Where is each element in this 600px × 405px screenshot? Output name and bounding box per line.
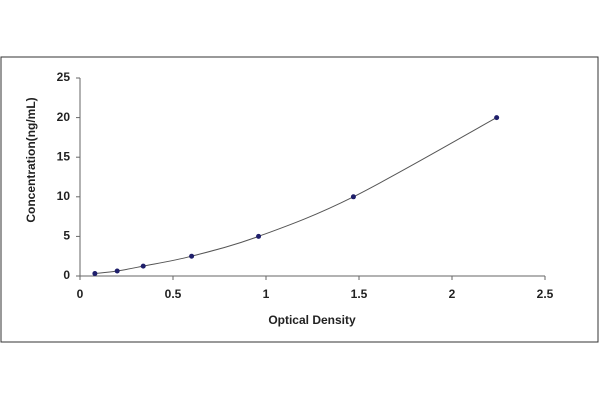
- x-tick-label: 2: [449, 287, 456, 301]
- y-tick-label: 25: [57, 70, 71, 84]
- data-point: [189, 253, 195, 259]
- data-point: [140, 263, 146, 269]
- data-point: [350, 194, 356, 200]
- x-tick-label: 2.5: [537, 287, 554, 301]
- x-axis-label: Optical Density: [268, 313, 356, 327]
- y-tick-label: 5: [63, 229, 70, 243]
- data-point: [114, 268, 120, 274]
- x-tick-label: 1: [263, 287, 270, 301]
- data-point: [256, 233, 262, 239]
- data-point: [92, 271, 98, 277]
- data-point: [494, 115, 500, 121]
- chart-frame: [0, 56, 599, 343]
- y-axis-label: Concentration(ng/mL): [24, 97, 38, 222]
- y-tick-label: 20: [57, 110, 71, 124]
- x-tick-label: 0.5: [165, 287, 182, 301]
- x-tick-label: 0: [77, 287, 84, 301]
- y-tick-label: 0: [63, 268, 70, 282]
- y-tick-label: 15: [57, 149, 71, 163]
- y-tick-label: 10: [57, 189, 71, 203]
- x-tick-label: 1.5: [351, 287, 368, 301]
